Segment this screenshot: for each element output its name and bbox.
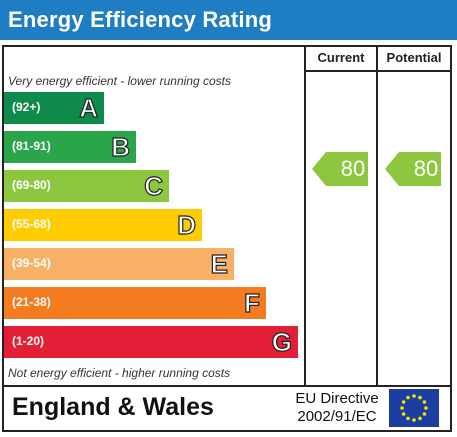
title-bar: Energy Efficiency Rating [0, 0, 457, 40]
bottom-note: Not energy efficient - higher running co… [8, 366, 231, 380]
current-column-header: Current [317, 50, 365, 65]
directive-line-2: 2002/91/EC [297, 408, 377, 425]
band-range-label: (55-68) [12, 217, 51, 231]
eu-star-icon [406, 395, 410, 400]
band-range-label: (39-54) [12, 256, 51, 270]
eu-star-icon [401, 400, 406, 404]
eu-star-icon [418, 395, 422, 400]
eu-star-icon [412, 418, 416, 422]
eu-star-icon [401, 412, 406, 416]
rating-band-e: (39-54) E [4, 248, 234, 280]
band-letter: F [244, 287, 261, 318]
band-letter: D [177, 209, 197, 240]
band-range-label: (69-80) [12, 178, 51, 192]
footer-divider [2, 385, 452, 387]
band-letter: C [144, 170, 164, 201]
band-letter: G [271, 326, 292, 357]
rating-band-d: (55-68) D [4, 209, 202, 241]
eu-star-icon [424, 406, 428, 410]
rating-band-a: (92+) A [4, 92, 104, 124]
current-rating-value: 80 [340, 156, 366, 181]
potential-rating-arrow: 80 [385, 152, 441, 186]
eu-flag-icon [389, 389, 439, 427]
rating-frame [2, 45, 452, 432]
chart-title: Energy Efficiency Rating [8, 7, 272, 32]
eu-star-icon [422, 400, 427, 404]
band-letter: B [111, 131, 131, 162]
rating-band-f: (21-38) F [4, 287, 266, 319]
eu-star-icon [422, 412, 427, 416]
rating-band-b: (81-91) B [4, 131, 136, 163]
header-divider [304, 70, 452, 72]
band-letter: E [210, 248, 229, 279]
eu-star-icon [412, 394, 416, 398]
directive-line-1: EU Directive [295, 390, 379, 407]
potential-rating-value: 80 [413, 156, 439, 181]
eu-star-icon [400, 406, 404, 410]
eu-star-icon [418, 416, 422, 421]
current-rating-arrow: 80 [312, 152, 368, 186]
current-arrow-shape [312, 152, 368, 186]
band-range-label: (81-91) [12, 139, 51, 153]
band-range-label: (92+) [12, 100, 41, 114]
region-label: England & Wales [12, 393, 214, 421]
band-letter: A [79, 92, 99, 123]
rating-band-g: (1-20) G [4, 326, 298, 358]
column-divider [376, 45, 378, 387]
potential-column-header: Potential [386, 50, 442, 65]
eu-star-icon [406, 416, 410, 421]
column-divider [304, 45, 306, 387]
top-note: Very energy efficient - lower running co… [8, 74, 231, 88]
potential-arrow-shape [385, 152, 441, 186]
band-range-label: (21-38) [12, 295, 51, 309]
band-range-label: (1-20) [12, 334, 45, 348]
rating-band-c: (69-80) C [4, 170, 169, 202]
